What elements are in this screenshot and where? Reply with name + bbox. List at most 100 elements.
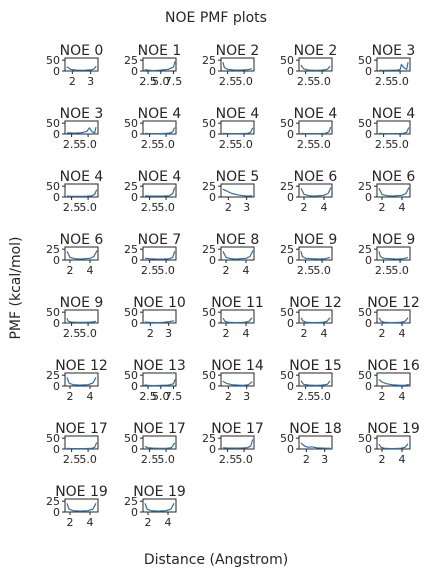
subplot-title: NOE 2 [294, 43, 338, 59]
x-tick-label: 2.5 [219, 138, 237, 151]
x-tick-label: 2.5 [375, 264, 393, 277]
pmf-series-line [378, 187, 410, 197]
y-tick-label: 50 [280, 369, 294, 382]
x-tick-label: 2.5 [219, 75, 237, 88]
x-tick-label: 3 [243, 390, 250, 403]
subplot-frame [64, 246, 99, 261]
subplot-frame [376, 120, 411, 135]
subplot-title: NOE 4 [294, 106, 338, 122]
x-tick-label: 2.5 [297, 264, 315, 277]
y-tick-label: 25 [46, 243, 60, 256]
y-tick-label: 0 [53, 128, 60, 141]
x-tick-label: 5.0 [313, 75, 331, 88]
subplot-title: NOE 13 [133, 358, 186, 374]
subplot-title: NOE 15 [289, 358, 342, 374]
subplot-title: NOE 11 [211, 295, 264, 311]
subplot-title: NOE 6 [294, 169, 338, 185]
subplot-frame [142, 183, 177, 198]
x-tick-label: 3 [165, 327, 172, 340]
subplot-frame [376, 372, 411, 387]
pmf-series-line [66, 377, 97, 386]
y-tick-label: 0 [287, 380, 294, 393]
pmf-series-line [144, 442, 176, 449]
subplot-title: NOE 3 [372, 43, 416, 59]
x-tick-label: 5.0 [157, 264, 175, 277]
x-tick-label: 2 [301, 327, 308, 340]
x-tick-label: 2 [225, 201, 232, 214]
x-tick-label: 5.0 [313, 138, 331, 151]
figure-x-label: Distance (Angstrom) [143, 552, 289, 568]
y-tick-label: 0 [365, 317, 372, 330]
subplot-title: NOE 18 [289, 421, 342, 437]
x-tick-label: 2 [67, 516, 74, 529]
y-tick-label: 25 [280, 243, 294, 256]
x-tick-label: 2.5 [297, 75, 315, 88]
y-tick-label: 50 [202, 306, 216, 319]
pmf-series-line [66, 250, 98, 260]
pmf-series-line [222, 439, 254, 449]
y-tick-label: 25 [124, 495, 138, 508]
subplot-title: NOE 8 [216, 232, 260, 248]
pmf-series-line [300, 187, 332, 197]
y-tick-label: 50 [358, 306, 372, 319]
y-tick-label: 0 [53, 443, 60, 456]
x-tick-label: 5.0 [157, 453, 175, 466]
x-tick-label: 4 [87, 264, 94, 277]
x-tick-label: 4 [87, 516, 94, 529]
y-tick-label: 25 [202, 54, 216, 67]
x-tick-label: 2 [67, 390, 74, 403]
y-tick-label: 0 [287, 128, 294, 141]
x-tick-label: 4 [321, 201, 328, 214]
subplot-frame [376, 57, 411, 72]
subplot-frame [220, 246, 255, 261]
pmf-series-line [378, 127, 410, 135]
x-tick-label: 5.0 [313, 390, 331, 403]
subplot-title: NOE 17 [211, 421, 264, 437]
subplot-title: NOE 12 [367, 295, 420, 311]
subplot-frame [298, 246, 333, 261]
y-tick-label: 0 [287, 254, 294, 267]
x-tick-label: 2.5 [375, 138, 393, 151]
y-tick-label: 0 [287, 443, 294, 456]
pmf-series-line [66, 189, 98, 197]
subplot-frame [64, 372, 99, 387]
pmf-series-line [144, 251, 176, 260]
y-tick-label: 0 [53, 191, 60, 204]
subplot-frame [376, 183, 411, 198]
y-tick-label: 0 [53, 317, 60, 330]
subplot-frame [64, 309, 99, 324]
y-tick-label: 0 [131, 65, 138, 78]
pmf-series-line [378, 317, 409, 324]
subplot-title: NOE 12 [55, 358, 108, 374]
pmf-series-line [378, 443, 409, 450]
y-tick-label: 25 [358, 180, 372, 193]
pmf-series-line [300, 380, 331, 386]
x-tick-label: 2.5 [141, 264, 159, 277]
y-tick-label: 50 [202, 117, 216, 130]
subplot-title: NOE 4 [372, 106, 416, 122]
y-tick-label: 25 [124, 180, 138, 193]
subplot-title: NOE 4 [60, 169, 104, 185]
subplot-title: NOE 9 [60, 295, 104, 311]
y-tick-label: 0 [209, 317, 216, 330]
pmf-series-line [300, 64, 331, 71]
x-tick-label: 5.0 [235, 75, 253, 88]
y-tick-label: 25 [124, 54, 138, 67]
pmf-series-line [222, 127, 254, 135]
pmf-series-line [378, 379, 410, 386]
x-tick-label: 7.5 [165, 75, 183, 88]
pmf-series-line [144, 379, 176, 387]
subplot-frame [298, 57, 333, 72]
x-tick-label: 7.5 [165, 390, 183, 403]
x-tick-label: 4 [399, 453, 406, 466]
x-tick-label: 3 [243, 201, 250, 214]
y-tick-label: 50 [124, 432, 138, 445]
x-tick-label: 2 [379, 390, 386, 403]
